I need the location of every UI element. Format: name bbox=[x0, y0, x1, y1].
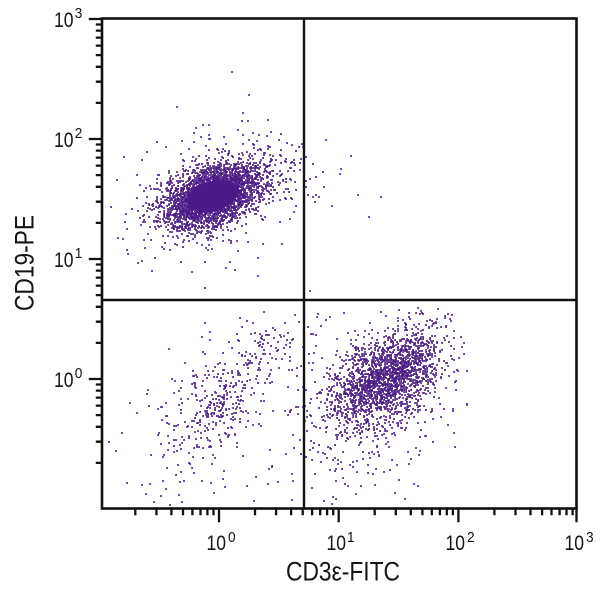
svg-text:10: 10 bbox=[565, 531, 585, 555]
svg-text:0: 0 bbox=[228, 529, 236, 546]
svg-text:1: 1 bbox=[347, 529, 355, 546]
svg-text:0: 0 bbox=[75, 365, 83, 382]
svg-text:3: 3 bbox=[586, 529, 594, 546]
svg-text:2: 2 bbox=[75, 125, 83, 142]
svg-text:10: 10 bbox=[54, 368, 74, 392]
svg-text:10: 10 bbox=[54, 248, 74, 272]
svg-text:10: 10 bbox=[446, 531, 466, 555]
svg-text:1: 1 bbox=[75, 245, 83, 262]
svg-text:10: 10 bbox=[54, 8, 74, 32]
svg-text:10: 10 bbox=[54, 128, 74, 152]
svg-text:10: 10 bbox=[207, 531, 227, 555]
svg-text:CD3ε-FITC: CD3ε-FITC bbox=[286, 557, 400, 587]
svg-text:10: 10 bbox=[327, 531, 347, 555]
svg-text:2: 2 bbox=[467, 529, 475, 546]
svg-text:3: 3 bbox=[75, 5, 83, 22]
svg-text:CD19-PE: CD19-PE bbox=[10, 215, 40, 311]
